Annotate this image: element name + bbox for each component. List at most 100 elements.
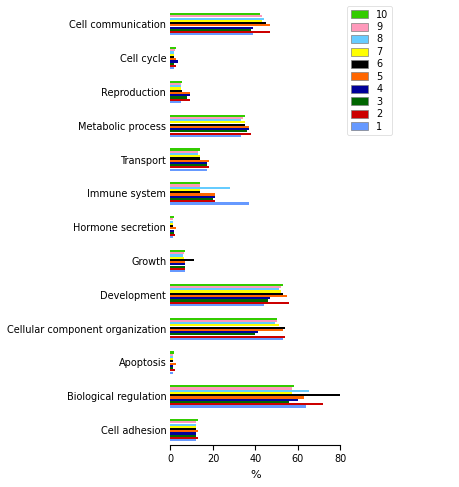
Bar <box>170 286 280 288</box>
Bar <box>170 94 189 96</box>
Bar <box>170 396 304 398</box>
Bar <box>170 227 175 229</box>
Bar <box>170 390 308 392</box>
Bar <box>170 164 206 166</box>
Bar <box>170 372 172 374</box>
Bar <box>170 117 242 119</box>
Bar <box>170 437 198 439</box>
Bar <box>170 65 175 67</box>
Bar <box>170 435 196 437</box>
Bar <box>170 193 215 196</box>
Bar <box>170 426 196 428</box>
Bar <box>170 167 208 169</box>
Bar <box>170 369 174 372</box>
Bar <box>170 232 174 234</box>
Bar <box>170 157 200 160</box>
Bar <box>170 187 230 189</box>
Bar <box>170 229 174 232</box>
Bar <box>170 119 240 121</box>
Bar <box>170 223 172 225</box>
Bar <box>170 24 270 26</box>
Bar <box>170 354 173 356</box>
Bar <box>170 150 198 153</box>
Bar <box>170 250 185 252</box>
Bar <box>170 254 183 257</box>
Bar <box>170 88 181 90</box>
Bar <box>170 33 253 36</box>
Bar <box>170 405 306 408</box>
Bar <box>170 132 251 135</box>
Bar <box>170 101 181 103</box>
Bar <box>170 31 270 33</box>
Bar <box>170 29 251 31</box>
Bar <box>170 252 184 254</box>
Bar <box>170 300 268 301</box>
Bar <box>170 424 196 426</box>
Legend: 10, 9, 8, 7, 6, 5, 4, 3, 2, 1: 10, 9, 8, 7, 6, 5, 4, 3, 2, 1 <box>346 6 392 135</box>
Bar <box>170 401 289 403</box>
Bar <box>170 363 175 365</box>
Bar <box>170 385 293 387</box>
Bar <box>170 367 172 369</box>
Bar <box>170 63 174 65</box>
Bar <box>170 96 187 98</box>
Bar <box>170 52 174 54</box>
Bar <box>170 360 172 362</box>
Bar <box>170 81 182 83</box>
Bar <box>170 218 173 221</box>
Bar <box>170 54 174 56</box>
Bar <box>170 257 184 259</box>
Bar <box>170 419 198 421</box>
Bar <box>170 67 174 69</box>
Bar <box>170 47 175 49</box>
Bar <box>170 430 198 432</box>
Bar <box>170 155 200 157</box>
Bar <box>170 261 185 263</box>
Bar <box>170 304 263 306</box>
Bar <box>170 196 215 198</box>
Bar <box>170 225 172 227</box>
Bar <box>170 403 323 405</box>
Bar <box>170 85 181 87</box>
Bar <box>170 236 172 239</box>
Bar <box>170 99 189 101</box>
Bar <box>170 356 172 358</box>
Bar <box>170 92 189 94</box>
Bar <box>170 198 213 200</box>
Bar <box>170 358 172 360</box>
Bar <box>170 90 182 92</box>
Bar <box>170 293 282 295</box>
Bar <box>170 128 248 130</box>
X-axis label: %: % <box>250 470 260 480</box>
Bar <box>170 336 285 337</box>
Bar <box>170 392 291 394</box>
Bar <box>170 49 174 51</box>
Bar <box>170 399 297 401</box>
Bar <box>170 352 174 354</box>
Bar <box>170 388 291 390</box>
Bar <box>170 200 215 202</box>
Bar <box>170 83 181 85</box>
Bar <box>170 221 172 223</box>
Bar <box>170 333 255 336</box>
Bar <box>170 58 175 60</box>
Bar <box>170 191 200 193</box>
Bar <box>170 135 240 137</box>
Bar <box>170 259 193 261</box>
Bar <box>170 216 174 218</box>
Bar <box>170 338 282 340</box>
Bar <box>170 290 280 293</box>
Bar <box>170 394 340 396</box>
Bar <box>170 16 261 18</box>
Bar <box>170 439 196 441</box>
Bar <box>170 185 200 187</box>
Bar <box>170 270 185 272</box>
Bar <box>170 265 185 268</box>
Bar <box>170 114 244 117</box>
Bar <box>170 27 253 29</box>
Bar <box>170 288 278 290</box>
Bar <box>170 421 196 423</box>
Bar <box>170 162 206 164</box>
Bar <box>170 318 276 319</box>
Bar <box>170 22 265 24</box>
